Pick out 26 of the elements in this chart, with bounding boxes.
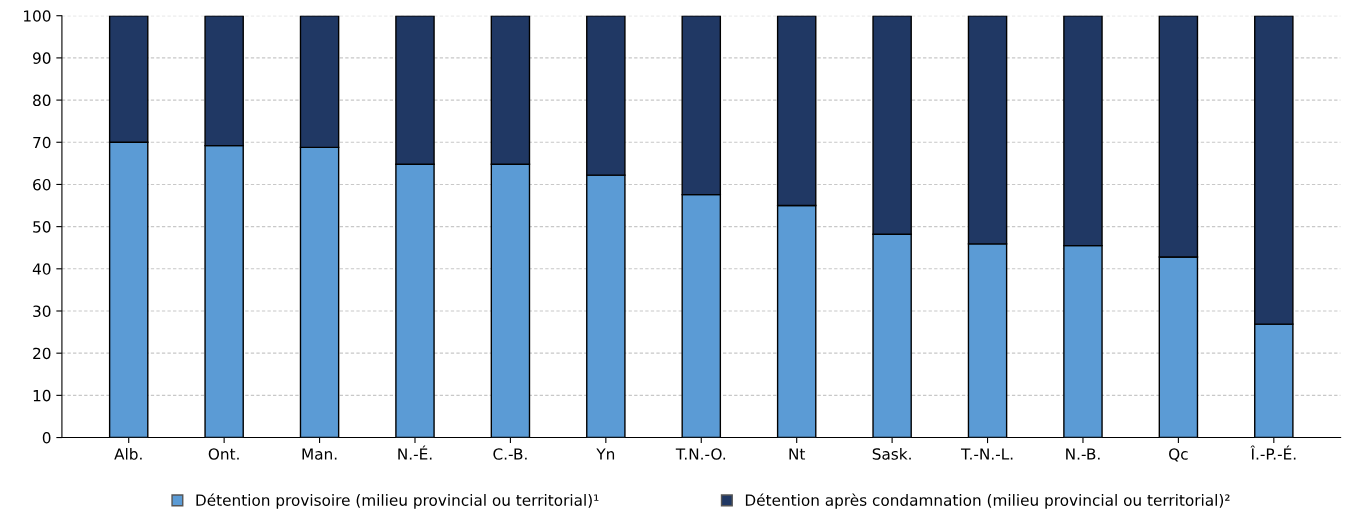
legend-label: Détention provisoire (milieu provincial ou territorial)¹ [196,493,599,509]
x-tick-label: Î.-P.-É. [1250,445,1296,460]
x-tick-label: N.-É. [398,445,432,460]
y-tick-label: 90 [33,52,51,64]
y-tick-label: 70 [33,136,51,149]
y-tick-label: 50 [33,221,51,233]
y-tick-label: 10 [33,389,51,402]
y-tick-label: 20 [33,347,51,360]
x-tick-label: T.N.-O. [675,448,726,460]
x-tick-label: C.-B. [493,448,527,460]
y-tick-label: 60 [33,178,51,191]
x-tick-label: N.-B. [1066,448,1100,460]
y-tick-label: 80 [33,94,51,107]
y-tick-label: 30 [33,305,51,318]
x-tick-label: Ont. [208,448,239,460]
x-tick-label: Alb. [114,447,142,460]
x-tick-label: Man. [302,448,337,460]
x-tick-label: T.-N.-L. [960,448,1013,460]
legend-label: Détention après condamnation (milieu provincial ou territorial)² [745,493,1230,509]
x-tick-label: Nt [789,448,806,460]
x-tick-label: Qc [1169,448,1188,462]
y-tick-label: 0 [42,432,51,444]
y-tick-label: 40 [32,263,51,275]
x-tick-label: Sask. [872,447,911,460]
y-tick-label: 100 [24,10,51,22]
x-tick-label: Yn [596,448,615,460]
